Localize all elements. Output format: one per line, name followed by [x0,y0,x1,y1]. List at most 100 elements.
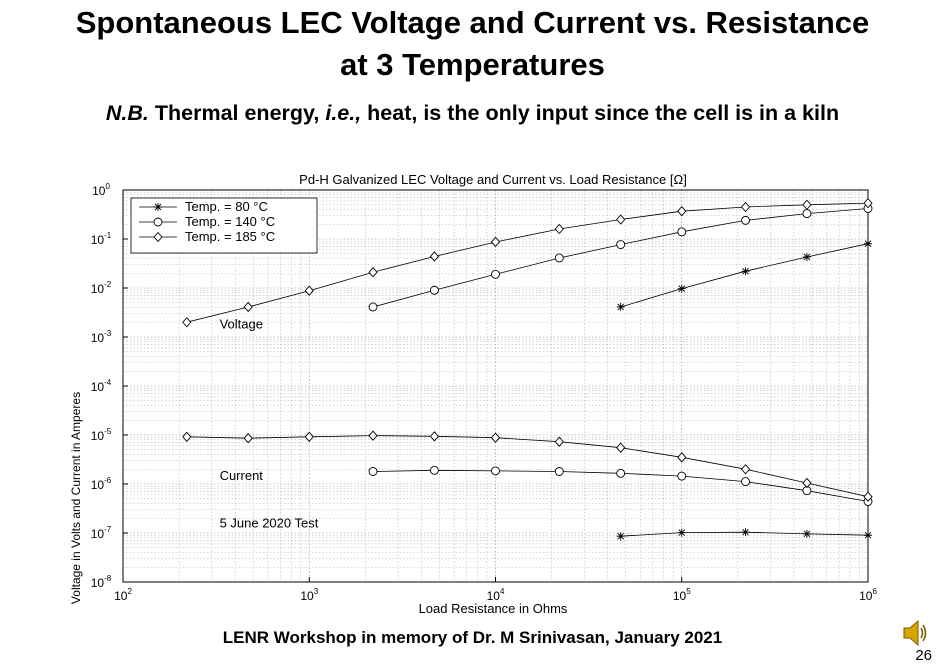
legend-item: Temp. = 185 °C [139,229,275,244]
y-tick-label: 10-8 [91,574,112,590]
series-2-current [368,465,873,506]
series-1-current-point [741,528,750,537]
subtitle-text-1: Thermal energy, [148,101,326,125]
series-3-voltage-point [616,214,626,225]
legend-marker [154,203,162,211]
subtitle-ie: i.e., [325,101,362,125]
series-1-voltage-point [864,239,872,248]
y-tick-label: 10-5 [91,427,112,443]
series-3-current-point [740,464,751,475]
series-3-current-point [490,432,501,443]
series-3-current-point [616,442,626,453]
series-2-voltage-point [677,227,687,237]
x-tick-label: 106 [859,587,877,603]
series-3-current-point [182,431,192,442]
x-tick-label: 103 [300,587,318,603]
series-2-voltage [368,204,873,312]
y-tick-label: 10-7 [91,525,112,541]
series-3-current-point [554,436,564,447]
speaker-icon[interactable] [901,618,929,648]
series-1-voltage-line [620,243,869,308]
y-tick-label: 10-3 [91,329,112,345]
chart-annotation: Current [220,468,264,483]
legend-item: Temp. = 80 °C [139,199,268,214]
x-tick-label: 102 [114,587,132,603]
series-3-current-point [304,431,314,442]
series-3-voltage-point [740,201,751,213]
chart-annotation: 5 June 2020 Test [220,515,319,530]
legend-label: Temp. = 140 °C [185,214,275,229]
chart-annotation: Voltage [220,316,263,331]
y-tick-label: 10-2 [91,280,112,296]
series-3-voltage-point [304,285,314,296]
legend-marker [153,217,163,227]
series-2-current-point [491,466,500,476]
page-number: 26 [915,647,932,664]
chart-annotations: Voltage Current 5 June 2020 Test [220,316,319,530]
series-2-voltage-point [491,269,500,279]
y-tick-label: 100 [92,182,110,198]
series-1-voltage-point [741,267,750,276]
series-1-current-point [802,529,811,538]
series-3-voltage-point [490,236,501,248]
series-2-current-point [741,477,750,487]
series-3-current-point [429,431,440,442]
series-2-current-point [429,465,439,475]
legend-label: Temp. = 185 °C [185,229,275,244]
series-3-current [182,430,873,502]
series-2-voltage-point [429,285,439,295]
series-3-voltage-point [243,301,253,313]
slide-footer: LENR Workshop in memory of Dr. M Sriniva… [222,628,723,647]
series-2-voltage-point [368,302,378,312]
series-2-current-point [677,471,687,481]
series-3-voltage-point [802,199,812,210]
y-axis-label: Voltage in Volts and Current in Amperes [69,392,83,604]
x-tick-label: 105 [673,587,691,603]
chart-series [182,197,873,541]
series-3-current-point [863,491,873,502]
x-axis-label: Load Resistance in Ohms [419,601,568,616]
series-3-voltage [182,197,873,328]
y-tick-label: 10-1 [91,231,112,247]
series-3-current-point [677,452,687,463]
series-3-voltage-point [677,205,687,217]
slide-title-line1: Spontaneous LEC Voltage and Current vs. … [75,5,870,40]
y-tick-label: 10-6 [91,476,112,492]
series-3-voltage-point [429,251,440,262]
series-2-current-point [368,467,378,476]
series-3-voltage-point [863,197,873,209]
legend-item: Temp. = 140 °C [139,214,275,229]
series-2-current-point [616,468,626,478]
series-1-voltage-point [677,284,686,293]
series-2-voltage-point [554,253,564,263]
slide-subtitle: N.B. Thermal energy, i.e., heat, is the … [0,101,945,126]
series-1-voltage-point [802,252,811,261]
y-tick-label: 10-4 [91,378,112,394]
series-3-voltage-point [368,267,378,278]
series-3-current-line [186,435,869,498]
series-3-current-point [368,430,378,441]
series-3-voltage-point [554,223,564,235]
series-2-voltage-point [741,215,750,225]
legend-marker [153,231,163,243]
series-3-current-point [243,433,253,444]
chart-title: Pd-H Galvanized LEC Voltage and Current … [299,172,687,187]
series-1-voltage [616,239,872,311]
series-3-voltage-point [182,317,192,328]
subtitle-text-2: heat, is the only input since the cell i… [361,101,840,125]
legend-label: Temp. = 80 °C [185,199,268,214]
series-1-current-point [677,528,686,537]
subtitle-nb: N.B. [105,101,149,125]
series-1-current-point [616,532,625,541]
series-2-current-point [554,467,564,476]
series-1-current [616,528,872,541]
slide-title: Spontaneous LEC Voltage and Current vs. … [0,2,945,86]
slide-title-line2: at 3 Temperatures [340,47,605,82]
series-1-voltage-point [616,302,625,311]
series-1-current-point [864,531,872,540]
series-3-voltage-line [186,202,869,323]
series-3-current-point [802,477,812,489]
lec-voltage-current-chart: 102 103 104 105 10610010-110-210-310-410-510… [69,172,877,616]
series-2-voltage-point [616,240,626,250]
